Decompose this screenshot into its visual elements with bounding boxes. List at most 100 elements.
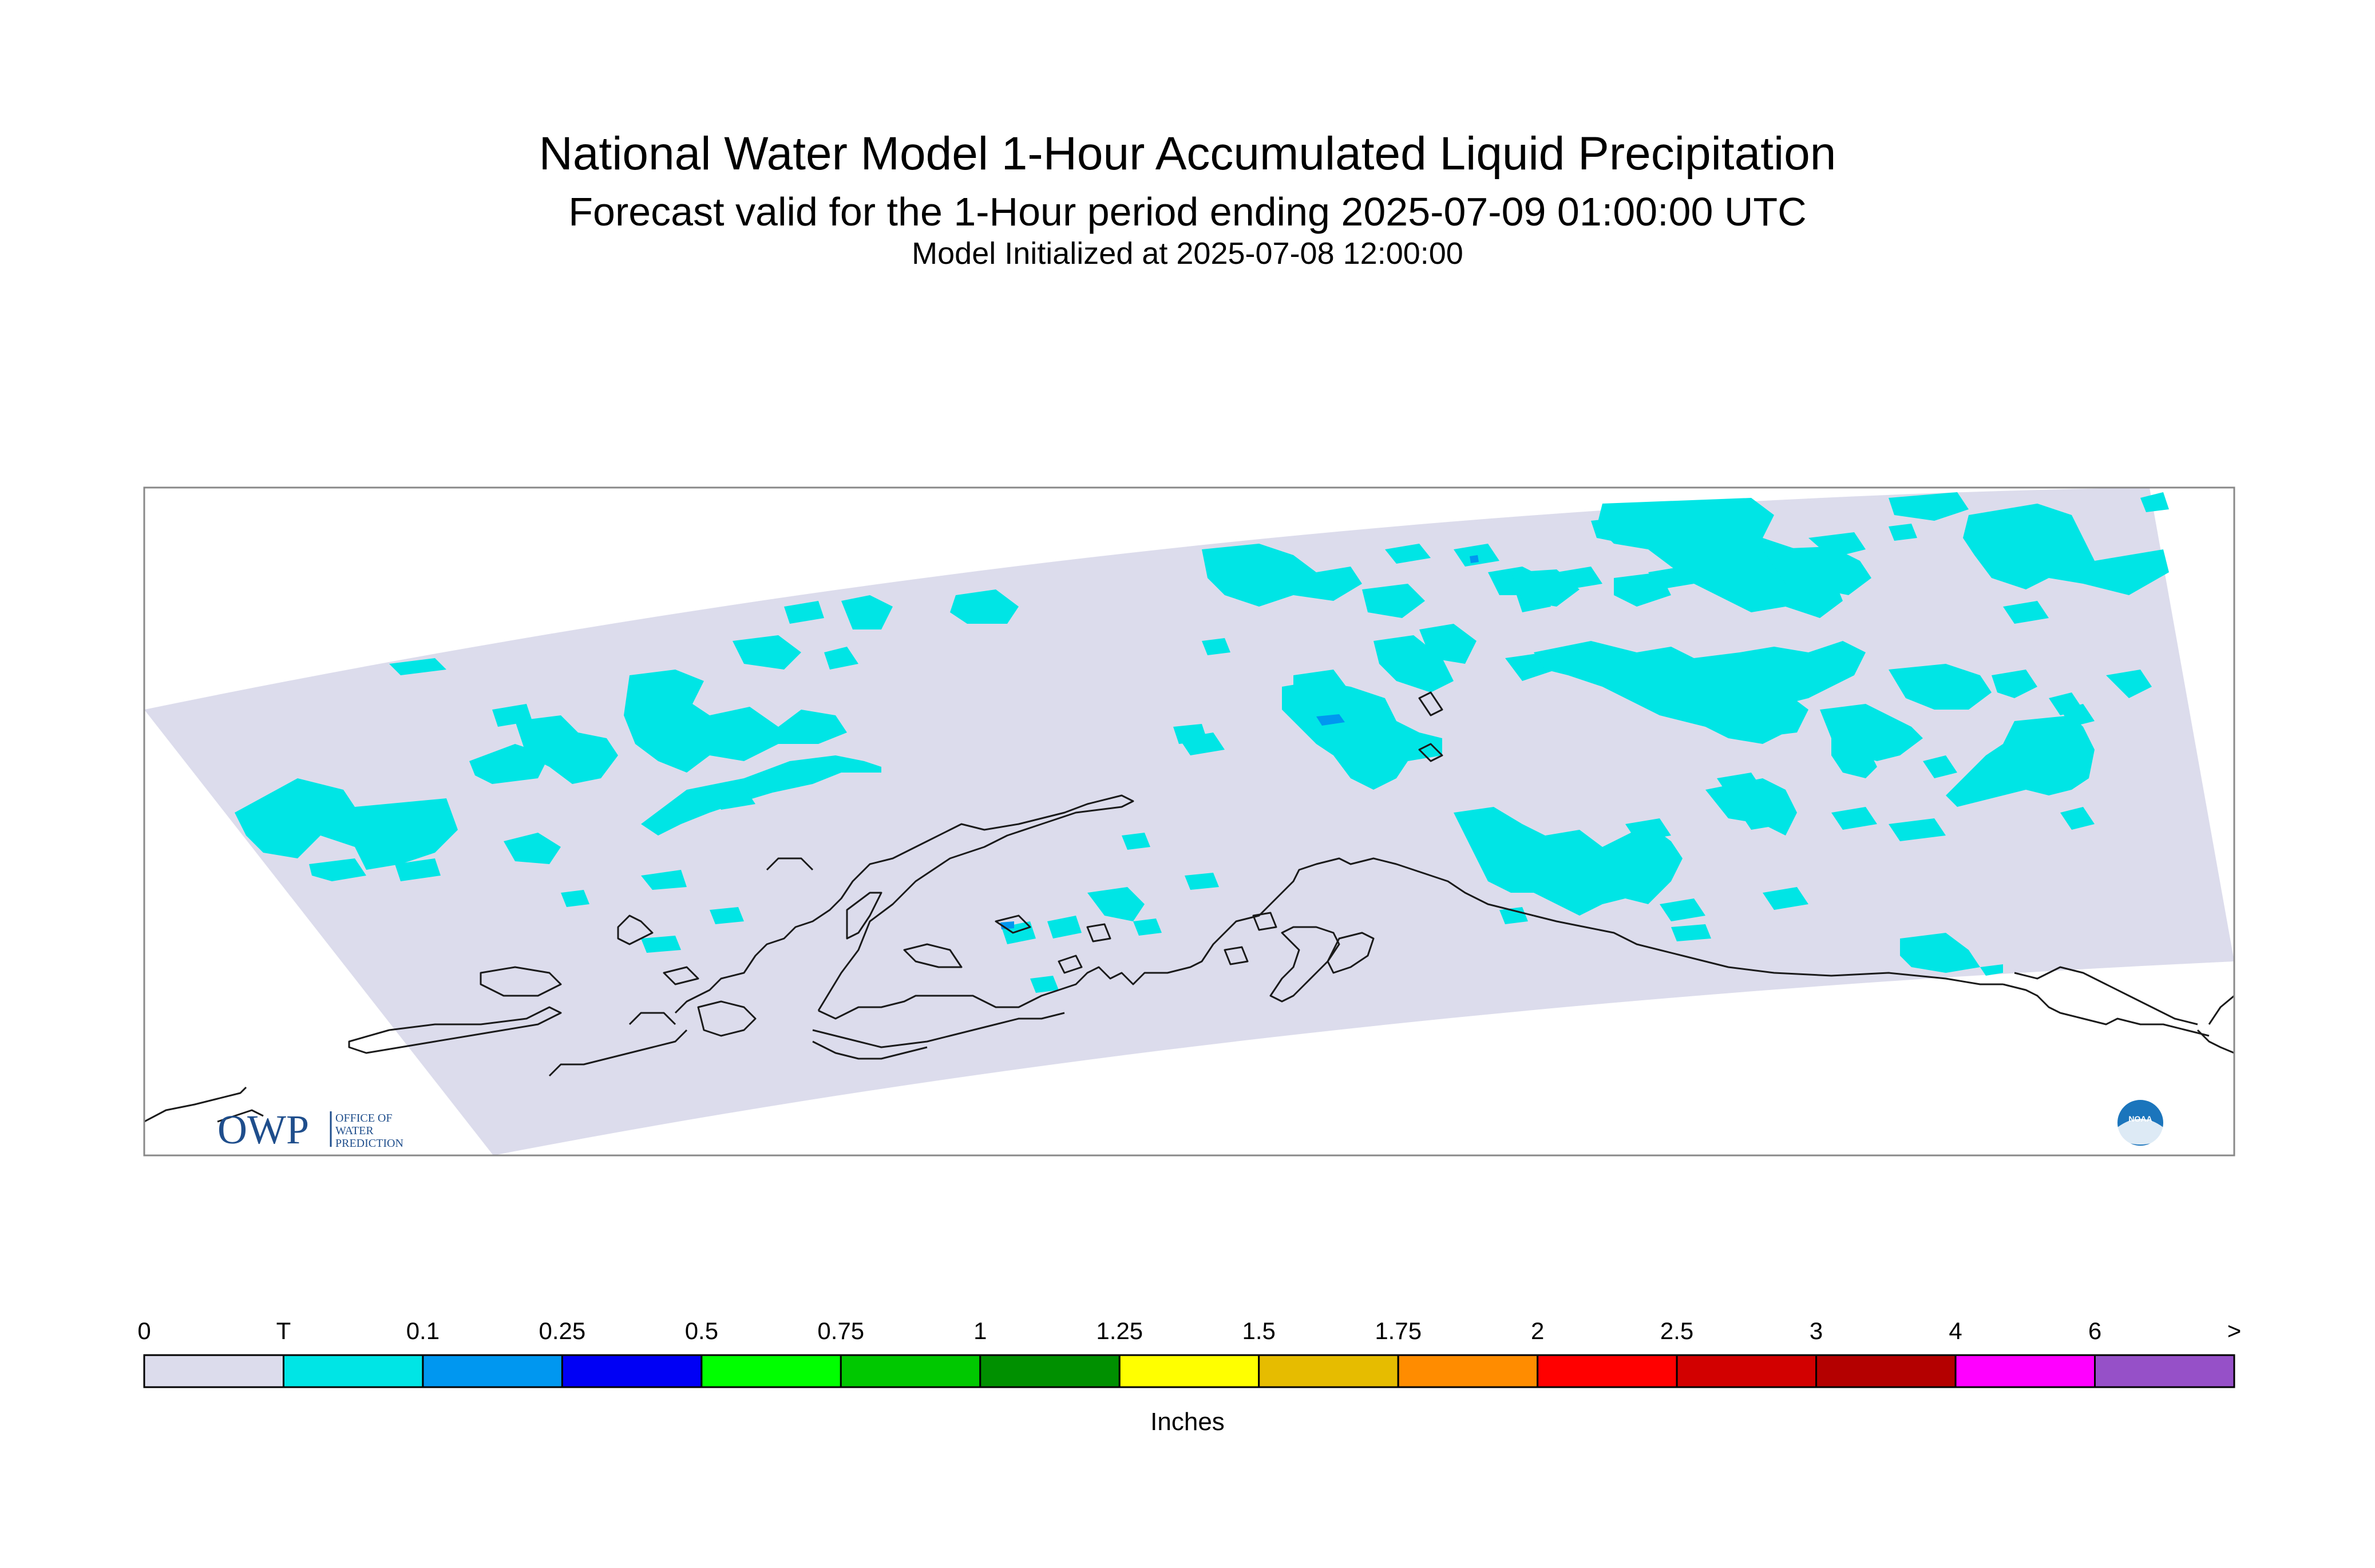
colorbar-tick-label: 1 — [973, 1317, 987, 1344]
precip-patch — [1889, 664, 1992, 710]
coastline-island-3 — [1086, 923, 1111, 943]
coastline-kenai — [1269, 926, 1340, 1003]
colorbar-tick-label: 1.75 — [1375, 1317, 1422, 1344]
colorbar-tick-label: > — [2227, 1317, 2242, 1344]
precip-patch-light — [1316, 714, 1345, 726]
coastline-island-5 — [1224, 946, 1249, 965]
colorbar-tick-label: 0.1 — [406, 1317, 440, 1344]
precip-patch — [1454, 544, 1499, 567]
precip-patch — [784, 601, 824, 624]
colorbar-tick-label: 4 — [1949, 1317, 1962, 1344]
precip-patch — [1705, 778, 1797, 836]
coastline-sewardpen — [617, 914, 654, 945]
colorbar-segment — [1676, 1354, 1818, 1388]
chart-title: National Water Model 1-Hour Accumulated … — [539, 128, 1836, 180]
precip-patch — [1946, 715, 2095, 807]
coastline-kodiak — [1327, 932, 1375, 974]
precip-patch — [1889, 818, 1946, 841]
colorbar — [143, 1354, 2235, 1388]
colorbar-units: Inches — [1150, 1408, 1225, 1436]
coastline-south — [1533, 914, 2003, 985]
colorbar-segment — [1815, 1354, 1957, 1388]
owp-logo-line1: OFFICE OF — [335, 1112, 392, 1124]
precip-patch — [841, 595, 893, 629]
precip-patch — [641, 870, 687, 890]
colorbar-tick-label: 1.25 — [1096, 1317, 1143, 1344]
precip-patch — [624, 670, 847, 773]
colorbar-segment — [561, 1354, 703, 1388]
trace-precipitation-areas — [235, 492, 2169, 993]
colorbar-tick-label: T — [276, 1317, 291, 1344]
colorbar-segment — [1537, 1354, 1678, 1388]
colorbar-segment — [840, 1354, 981, 1388]
coastline-selawik — [766, 857, 814, 871]
coastline-lake — [903, 943, 963, 968]
colorbar-tick-label: 2 — [1531, 1317, 1545, 1344]
precip-patch — [1671, 924, 1711, 941]
colorbar-segment — [422, 1354, 563, 1388]
precip-patch — [1923, 755, 1957, 778]
coastline-bay — [697, 1000, 757, 1037]
colorbar-segment — [282, 1354, 424, 1388]
precip-patch — [1831, 738, 1877, 778]
precip-patch — [641, 755, 881, 836]
precip-patch — [1660, 898, 1705, 921]
coastline-east — [2014, 966, 2198, 1025]
colorbar-segment — [700, 1354, 842, 1388]
map-frame — [143, 486, 2235, 1157]
precip-patch — [2003, 601, 2049, 624]
colorbar-segment — [2094, 1354, 2235, 1388]
precip-patch — [641, 936, 681, 953]
precip-patch — [1385, 544, 1431, 564]
precip-patch — [710, 787, 755, 810]
coastline-east-2 — [2208, 995, 2234, 1025]
precip-patch — [515, 715, 618, 784]
precip-patch — [1808, 532, 1866, 558]
colorbar-tick-label: 0 — [137, 1317, 151, 1344]
owp-logo-mark: OWP — [217, 1107, 309, 1153]
model-init-line: Model Initialized at 2025-07-08 12:00:00 — [912, 236, 1463, 271]
precip-patch — [1282, 681, 1442, 790]
owp-logo: OWP OFFICE OF WATER PREDICTION — [217, 1107, 403, 1153]
precip-patch — [1373, 635, 1454, 692]
coastline-alaska-pen — [812, 1012, 1065, 1048]
colorbar-tick-label: 0.25 — [539, 1317, 586, 1344]
precip-patch — [2140, 492, 2169, 512]
precip-patch — [1202, 638, 1230, 655]
precip-patch — [1597, 498, 1843, 618]
precip-patch — [1030, 976, 1059, 993]
coastline-island-2 — [1058, 955, 1083, 974]
precip-patch — [1831, 807, 1877, 830]
precip-patch — [1454, 807, 1683, 916]
coastline-peninsula — [818, 857, 1534, 1020]
precip-patch — [1614, 572, 1671, 607]
precip-patch — [1728, 692, 1808, 738]
precip-patch-light — [1470, 555, 1479, 563]
coastline-island-7 — [1418, 743, 1443, 762]
coastline-east-3 — [2196, 1029, 2234, 1054]
precip-patch — [1202, 544, 1362, 607]
precip-patch — [1763, 547, 1871, 595]
precip-patch — [504, 833, 561, 864]
precip-patch — [1133, 918, 1162, 936]
precip-patch — [1889, 492, 1969, 521]
precip-patch — [2106, 670, 2152, 698]
precip-patch — [1293, 670, 1351, 704]
owp-logo-line3: PREDICTION — [335, 1137, 403, 1150]
precip-patch — [1499, 907, 1528, 924]
colorbar-segment — [143, 1354, 284, 1388]
noaa-logo-mark: NOAA — [2128, 1114, 2152, 1123]
colorbar-tick-label: 6 — [2088, 1317, 2102, 1344]
colorbar-tick-label: 0.5 — [684, 1317, 719, 1344]
precip-patch — [1889, 524, 1917, 541]
precip-patch — [235, 778, 458, 870]
coastline-chukotka — [144, 1086, 247, 1123]
coastline-stlawrence — [348, 1006, 562, 1054]
precip-patch — [1047, 916, 1082, 939]
chart-subtitle: Forecast valid for the 1-Hour period end… — [568, 189, 1807, 234]
precip-patch — [1362, 584, 1425, 618]
precip-patch — [710, 907, 744, 924]
precip-patch — [366, 824, 406, 847]
precip-patch — [1900, 933, 1980, 973]
coastline-lake-2 — [1418, 691, 1443, 716]
